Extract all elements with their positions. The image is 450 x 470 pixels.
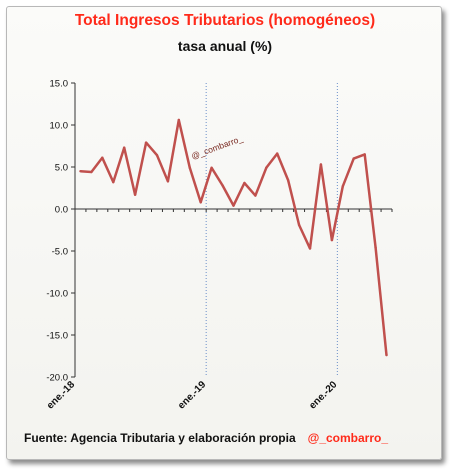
data-point (112, 180, 115, 184)
y-tick-label: 10.0 (50, 121, 69, 132)
x-tick-label: ene.-18 (45, 379, 77, 411)
data-point (101, 156, 104, 159)
data-point (133, 193, 137, 196)
series-line (80, 118, 388, 356)
chart-title: Total Ingresos Tributarios (homogéneos) (74, 12, 376, 29)
data-point (308, 247, 312, 250)
data-point (374, 246, 377, 249)
data-point (199, 201, 202, 204)
data-point (232, 204, 235, 207)
data-point (221, 184, 224, 187)
data-point (79, 170, 82, 173)
y-tick-label: -5.0 (52, 247, 68, 258)
data-point (363, 153, 366, 156)
y-tick-label: -15.0 (46, 331, 68, 342)
data-point (297, 223, 301, 227)
data-point (243, 181, 246, 185)
data-point (286, 179, 290, 182)
data-point (188, 166, 191, 170)
x-tick-label: ene.-20 (307, 379, 339, 411)
chart-subtitle: tasa anual (%) (177, 38, 273, 54)
y-tick-label: 0.0 (55, 205, 68, 216)
y-tick-label: 15.0 (50, 79, 69, 90)
data-point (210, 166, 213, 170)
x-tick-label: ene.-19 (176, 379, 208, 411)
data-point (254, 194, 257, 197)
data-point (177, 118, 181, 122)
chart-frame (6, 6, 442, 460)
data-point (144, 141, 148, 144)
data-point (341, 185, 345, 188)
y-tick-label: -10.0 (46, 289, 68, 300)
data-point (330, 238, 334, 242)
data-point (166, 180, 170, 183)
data-point (122, 146, 126, 149)
y-tick-label: -20.0 (46, 373, 68, 384)
chart-footer: Fuente: Agencia Tributaria y elaboración… (24, 431, 388, 445)
data-point (155, 154, 159, 157)
data-point (276, 152, 279, 155)
data-point (385, 353, 388, 357)
data-point (265, 166, 268, 170)
data-point (90, 170, 93, 174)
data-point (319, 163, 323, 166)
y-tick-label: 5.0 (55, 163, 68, 174)
data-point (352, 157, 355, 160)
watermark: @_combarro_ (190, 133, 244, 161)
source-text: Fuente: Agencia Tributaria y elaboración… (24, 431, 296, 445)
author-handle: @_combarro_ (307, 431, 389, 445)
